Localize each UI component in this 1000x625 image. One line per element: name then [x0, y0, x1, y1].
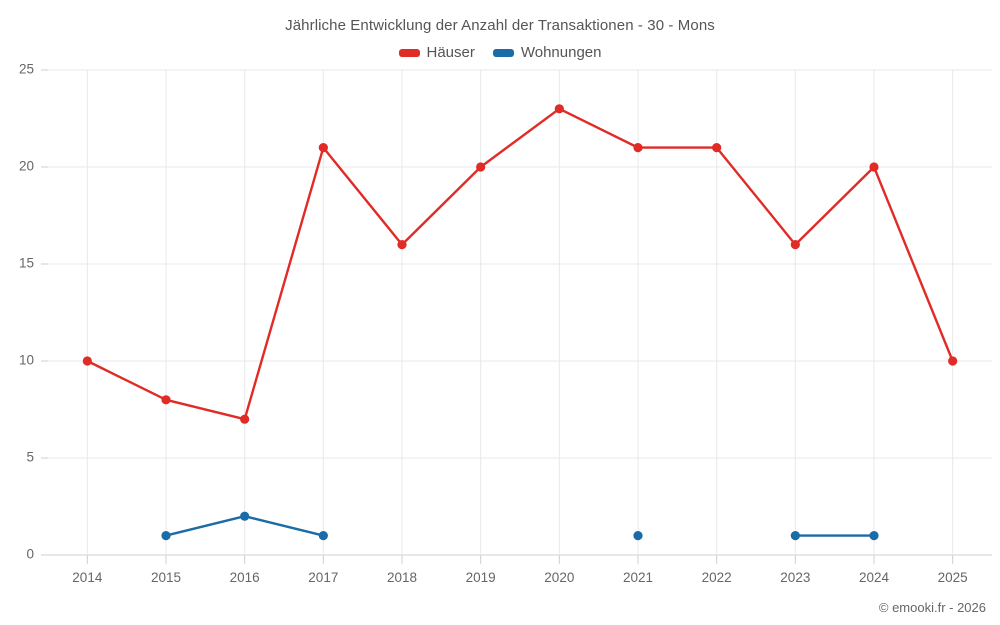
- data-point[interactable]: [633, 143, 643, 153]
- data-point[interactable]: [712, 143, 722, 153]
- x-tick-label: 2016: [230, 570, 260, 585]
- grid-lines: [48, 69, 992, 556]
- data-series-layer: [82, 104, 958, 541]
- data-point[interactable]: [318, 531, 328, 541]
- footer-credit: © emooki.fr - 2026: [878, 600, 986, 615]
- data-point[interactable]: [948, 356, 958, 366]
- x-tick-label: 2024: [859, 570, 890, 585]
- legend-swatch-wohnungen: [492, 48, 514, 57]
- chart-title: Jährliche Entwicklung der Anzahl der Tra…: [285, 17, 715, 34]
- data-point[interactable]: [161, 531, 171, 541]
- x-tick-label: 2017: [308, 570, 338, 585]
- y-axis-tick-labels: 0 5 10 15 20 25: [19, 62, 34, 562]
- chart-legend: Häuser Wohnungen: [0, 44, 1000, 61]
- axis-lines: [41, 69, 954, 564]
- y-tick-label: 15: [19, 256, 34, 271]
- data-point[interactable]: [318, 143, 328, 153]
- y-tick-label: 5: [26, 450, 34, 465]
- x-tick-label: 2022: [702, 570, 732, 585]
- legend-item-hauser[interactable]: Häuser: [398, 44, 475, 61]
- data-point[interactable]: [869, 162, 879, 172]
- y-tick-label: 25: [19, 62, 34, 77]
- x-tick-label: 2018: [387, 570, 417, 585]
- y-tick-label: 0: [26, 547, 34, 562]
- legend-label-wohnungen: Wohnungen: [520, 44, 602, 61]
- data-point[interactable]: [397, 240, 407, 250]
- x-tick-label: 2014: [72, 570, 103, 585]
- data-point[interactable]: [240, 414, 250, 424]
- data-point[interactable]: [476, 162, 486, 172]
- data-point[interactable]: [161, 395, 171, 405]
- data-point[interactable]: [790, 531, 800, 541]
- legend-item-wohnungen[interactable]: Wohnungen: [492, 44, 602, 61]
- legend-label-hauser: Häuser: [426, 44, 475, 61]
- x-tick-label: 2021: [623, 570, 653, 585]
- series-line-1: [86, 107, 954, 421]
- data-point[interactable]: [240, 511, 250, 521]
- y-tick-label: 20: [19, 159, 34, 174]
- data-point[interactable]: [633, 531, 643, 541]
- data-point[interactable]: [869, 531, 879, 541]
- x-tick-label: 2019: [466, 570, 496, 585]
- x-tick-label: 2015: [151, 570, 181, 585]
- data-point[interactable]: [554, 104, 564, 114]
- data-point[interactable]: [82, 356, 92, 366]
- x-tick-label: 2025: [938, 570, 968, 585]
- y-tick-label: 10: [19, 353, 34, 368]
- x-tick-label: 2020: [544, 570, 574, 585]
- x-tick-label: 2023: [780, 570, 810, 585]
- data-point[interactable]: [790, 240, 800, 250]
- x-axis-tick-labels: 2014 2015 2016 2017 2018 2019 2020 2021 2022 2023…: [72, 570, 967, 585]
- legend-swatch-hauser: [398, 48, 420, 57]
